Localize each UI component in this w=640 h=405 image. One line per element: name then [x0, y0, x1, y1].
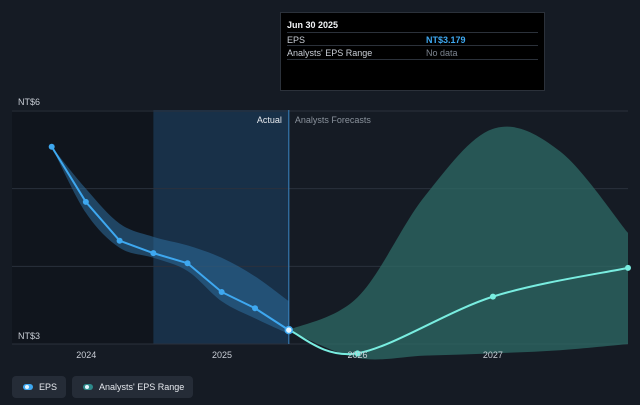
tooltip-range-row: Analysts' EPS Range No data: [287, 45, 538, 60]
actual-region-label: Actual: [257, 115, 282, 125]
x-tick-label: 2024: [76, 350, 96, 360]
eps-actual-line[interactable]: [50, 146, 290, 331]
forecast-point[interactable]: [489, 293, 496, 300]
eps-forecast-line[interactable]: [288, 266, 629, 356]
tooltip-eps-row: EPS NT$3.179: [287, 32, 538, 46]
forecast-region-label: Analysts Forecasts: [295, 115, 372, 125]
forecast-range-band[interactable]: [288, 126, 628, 360]
x-tick-label: 2027: [483, 350, 503, 360]
tooltip-eps-value: NT$3.179: [426, 35, 466, 45]
legend-eps-label: EPS: [39, 382, 58, 392]
x-tick-label: 2026: [347, 350, 367, 360]
legend: EPS Analysts' EPS Range: [12, 376, 194, 398]
eps-point[interactable]: [48, 143, 55, 150]
legend-range-label: Analysts' EPS Range: [99, 382, 185, 392]
eps-point[interactable]: [184, 260, 191, 267]
eps-point[interactable]: [252, 305, 259, 312]
legend-item-eps[interactable]: EPS: [12, 376, 67, 398]
eps-point[interactable]: [150, 250, 157, 257]
eps-point[interactable]: [82, 198, 89, 205]
eps-point[interactable]: [218, 288, 225, 295]
forecast-point[interactable]: [625, 264, 631, 271]
tooltip-range-label: Analysts' EPS Range: [287, 48, 373, 58]
y-axis-bottom-label: NT$3: [18, 331, 40, 341]
tooltip-eps-label: EPS: [287, 35, 306, 45]
tooltip-date: Jun 30 2025: [287, 20, 339, 30]
legend-item-range[interactable]: Analysts' EPS Range: [72, 376, 194, 398]
tooltip-range-value: No data: [426, 48, 458, 58]
forecast-point[interactable]: [354, 350, 361, 357]
range-legend-icon: [83, 384, 94, 390]
tooltip: Jun 30 2025 EPS NT$3.179 Analysts' EPS R…: [280, 12, 545, 91]
eps-legend-icon: [23, 384, 33, 390]
eps-point[interactable]: [284, 325, 294, 335]
actual-range-band[interactable]: [51, 146, 289, 334]
eps-point[interactable]: [116, 237, 123, 244]
y-axis-top-label: NT$6: [18, 97, 40, 107]
x-tick-label: 2025: [212, 350, 232, 360]
